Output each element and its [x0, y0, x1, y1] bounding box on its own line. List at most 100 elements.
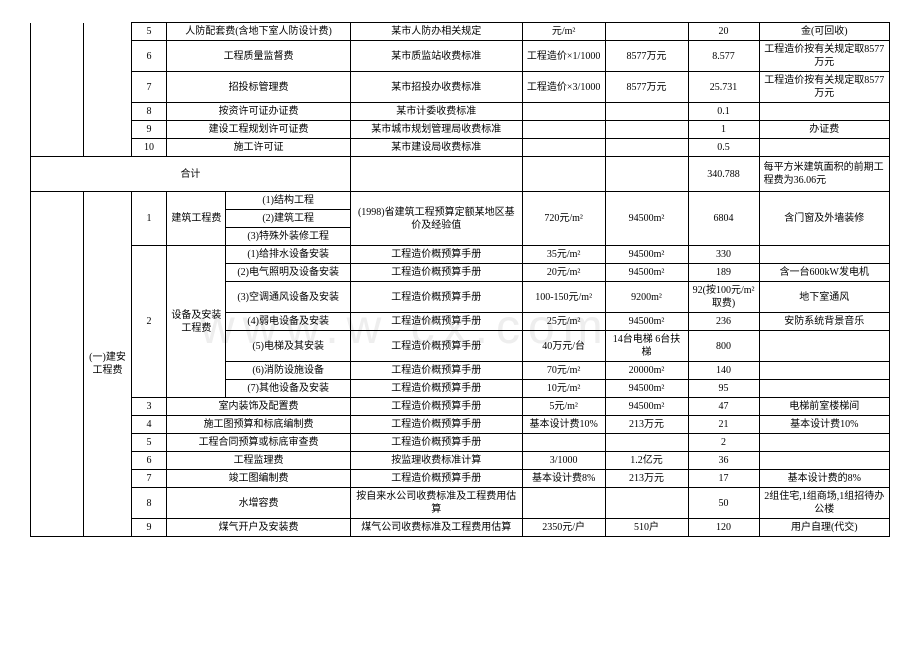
cell: 800 [688, 331, 759, 362]
cell [759, 103, 889, 121]
cell: 1.2亿元 [605, 452, 688, 470]
cell: 20元/m² [522, 264, 605, 282]
cell: 工程造价按有关规定取8577万元 [759, 72, 889, 103]
cell: (3)空调通风设备及安装 [226, 282, 350, 313]
cell: 92(按100元/m²取费) [688, 282, 759, 313]
cell: 3/1000 [522, 452, 605, 470]
cell: 94500m² [605, 192, 688, 246]
cell: 100-150元/m² [522, 282, 605, 313]
cell: 10 [131, 139, 167, 157]
cell: 8 [131, 488, 167, 519]
cell [759, 362, 889, 380]
cell: 某市招投办收费标准 [350, 72, 522, 103]
cell [605, 103, 688, 121]
cell: 47 [688, 398, 759, 416]
cell: 工程造价概预算手册 [350, 331, 522, 362]
cell: 340.788 [688, 157, 759, 192]
table-row: 6工程监理费按监理收费标准计算3/10001.2亿元36 [31, 452, 890, 470]
cell: 140 [688, 362, 759, 380]
cell: 213万元 [605, 416, 688, 434]
cell [522, 103, 605, 121]
cell: 2组住宅,1组商场,1组招待办公楼 [759, 488, 889, 519]
table-row: 2设备及安装工程费(1)给排水设备安装工程造价概预算手册35元/m²94500m… [31, 246, 890, 264]
cell: 含门窗及外墙装修 [759, 192, 889, 246]
cell: 2350元/户 [522, 519, 605, 537]
table-row: 10施工许可证某市建设局收费标准 0.5 [31, 139, 890, 157]
cell: 2 [688, 434, 759, 452]
cell: 工程质量监督费 [167, 41, 351, 72]
cell: 某市质监站收费标准 [350, 41, 522, 72]
cell: 8 [131, 103, 167, 121]
cell: 合计 [31, 157, 351, 192]
table-row: 4施工图预算和标底编制费工程造价概预算手册基本设计费10%213万元21基本设计… [31, 416, 890, 434]
cell: 按自来水公司收费标准及工程费用估算 [350, 488, 522, 519]
cell: 基本设计费的8% [759, 470, 889, 488]
cell: 2 [131, 246, 167, 398]
cell: 5元/m² [522, 398, 605, 416]
cell: 按监理收费标准计算 [350, 452, 522, 470]
cell [759, 380, 889, 398]
cell [522, 157, 605, 192]
table-row: 5工程合同预算或标底审查费工程造价概预算手册2 [31, 434, 890, 452]
cell: 236 [688, 313, 759, 331]
cell: 工程造价×1/1000 [522, 41, 605, 72]
cell: 基本设计费8% [522, 470, 605, 488]
cell: 某市城市规划管理局收费标准 [350, 121, 522, 139]
cell: (6)消防设施设备 [226, 362, 350, 380]
table-row: 6工程质量监督费某市质监站收费标准工程造价×1/10008577万元8.577工… [31, 41, 890, 72]
cell: 水增容费 [167, 488, 351, 519]
cell [522, 121, 605, 139]
cell [84, 23, 131, 157]
cell: 金(可回收) [759, 23, 889, 41]
cell: 某市建设局收费标准 [350, 139, 522, 157]
cell [522, 434, 605, 452]
cell: 含一台600kW发电机 [759, 264, 889, 282]
cell: 7 [131, 470, 167, 488]
cell: 21 [688, 416, 759, 434]
cell [759, 246, 889, 264]
cell: 9 [131, 121, 167, 139]
table-row: 合计340.788每平方米建筑面积的前期工程费为36.06元 [31, 157, 890, 192]
cell: 地下室通风 [759, 282, 889, 313]
cell: 建筑工程费 [167, 192, 226, 246]
cell: 电梯前室楼梯间 [759, 398, 889, 416]
cell: 9200m² [605, 282, 688, 313]
cell [605, 139, 688, 157]
cell: (5)电梯及其安装 [226, 331, 350, 362]
cell: 煤气开户及安装费 [167, 519, 351, 537]
cell: 6804 [688, 192, 759, 246]
cell: 25.731 [688, 72, 759, 103]
cell: 竣工图编制费 [167, 470, 351, 488]
table-row: 3室内装饰及配置费工程造价概预算手册5元/m²94500m²47电梯前室楼梯间 [31, 398, 890, 416]
cell [759, 139, 889, 157]
cell: 基本设计费10% [522, 416, 605, 434]
cell: 50 [688, 488, 759, 519]
cell: 工程造价概预算手册 [350, 313, 522, 331]
cell [522, 139, 605, 157]
cell [31, 192, 84, 537]
cell: 4 [131, 416, 167, 434]
cell: (4)弱电设备及安装 [226, 313, 350, 331]
cell: 安防系统背景音乐 [759, 313, 889, 331]
cell [605, 488, 688, 519]
cell: 工程监理费 [167, 452, 351, 470]
cell: (2)电气照明及设备安装 [226, 264, 350, 282]
table-row: 8水增容费按自来水公司收费标准及工程费用估算 502组住宅,1组商场,1组招待办公… [31, 488, 890, 519]
cell: 工程造价概预算手册 [350, 416, 522, 434]
cell: 36 [688, 452, 759, 470]
table-row: 7竣工图编制费工程造价概预算手册基本设计费8%213万元17基本设计费的8% [31, 470, 890, 488]
cell [605, 434, 688, 452]
cell: 8.577 [688, 41, 759, 72]
cell: 施工许可证 [167, 139, 351, 157]
cell: 招投标管理费 [167, 72, 351, 103]
cell: (一)建安工程费 [84, 192, 131, 537]
table-row: 8按资许可证办证费某市计委收费标准0.1 [31, 103, 890, 121]
cell [605, 121, 688, 139]
cell: 煤气公司收费标准及工程费用估算 [350, 519, 522, 537]
cell [759, 452, 889, 470]
cell: 510户 [605, 519, 688, 537]
cell: 14台电梯 6台扶梯 [605, 331, 688, 362]
cell: 0.5 [688, 139, 759, 157]
cell: 120 [688, 519, 759, 537]
cell: 17 [688, 470, 759, 488]
